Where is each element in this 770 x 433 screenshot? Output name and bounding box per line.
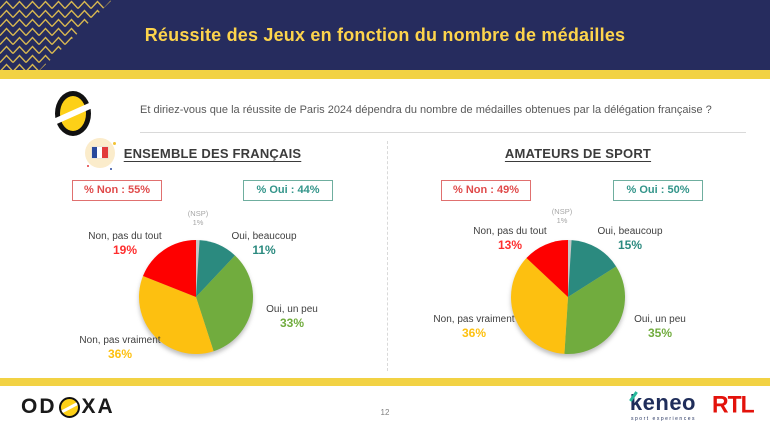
pie-slice: [196, 240, 236, 297]
pie-chart-amateurs: [510, 239, 626, 355]
divider-bar-bottom: [0, 378, 770, 386]
label-oui-beaucoup-ensemble: Oui, beaucoup 11%: [231, 231, 297, 257]
chart-title-amateurs: AMATEURS DE SPORT: [504, 145, 652, 161]
label-nsp-amateurs: (NSP) 1%: [551, 207, 573, 225]
horizontal-divider: [140, 132, 746, 133]
header: Réussite des Jeux en fonction du nombre …: [0, 0, 770, 70]
keneo-tagline: sport experiences: [631, 416, 696, 422]
label-oui-un-peu-amateurs: Oui, un peu 35%: [634, 314, 686, 340]
label-oui-beaucoup-amateurs: Oui, beaucoup 15%: [597, 226, 663, 252]
pie-slice: [138, 276, 214, 354]
pie-slice: [564, 266, 626, 355]
chart-title-ensemble: ENSEMBLE DES FRANÇAIS: [123, 145, 302, 161]
label-non-pas-du-tout-amateurs: Non, pas du tout 13%: [473, 226, 547, 252]
french-flag-icon: [84, 138, 116, 170]
pie-slice: [510, 257, 568, 354]
vertical-divider: [387, 141, 388, 371]
keneo-logo: keneo sport experiences: [612, 391, 696, 422]
pie-slice: [526, 240, 568, 297]
badge-oui-ensemble: % Oui : 44%: [243, 180, 333, 201]
pie-slice: [568, 240, 617, 297]
badge-oui-amateurs: % Oui : 50%: [613, 180, 703, 201]
divider-bar-top: [0, 70, 770, 79]
badge-non-amateurs: % Non : 49%: [441, 180, 531, 201]
odoxa-logo: OD XA: [21, 395, 115, 418]
odoxa-mark-icon: [51, 91, 97, 136]
chart-header-amateurs: AMATEURS DE SPORT: [386, 137, 770, 169]
page-number: 12: [380, 408, 390, 417]
label-non-pas-du-tout-ensemble: Non, pas du tout 19%: [88, 231, 162, 257]
odoxa-o-icon: [58, 396, 80, 418]
badge-non-ensemble: % Non : 55%: [72, 180, 162, 201]
label-non-pas-vraiment-amateurs: Non, pas vraiment 36%: [433, 314, 515, 340]
pie-slice: [568, 239, 572, 297]
chart-header-ensemble: ENSEMBLE DES FRANÇAIS: [0, 137, 386, 170]
pie-slice: [196, 239, 200, 297]
main-content: Et diriez-vous que la réussite de Paris …: [0, 79, 770, 378]
label-oui-un-peu-ensemble: Oui, un peu 33%: [266, 304, 318, 330]
pie-slice: [143, 240, 196, 297]
pie-slice: [196, 255, 253, 352]
question-text: Et diriez-vous que la réussite de Paris …: [140, 104, 712, 116]
herringbone-pattern-icon: [0, 0, 112, 70]
label-non-pas-vraiment-ensemble: Non, pas vraiment 36%: [79, 335, 161, 361]
rtl-logo: RTL: [712, 390, 755, 418]
footer: OD XA 12 keneo sport experiences RTL: [0, 386, 770, 433]
pie-chart-ensemble: [138, 239, 253, 354]
page-title: Réussite des Jeux en fonction du nombre …: [144, 24, 626, 45]
label-nsp-ensemble: (NSP) 1%: [187, 209, 209, 227]
